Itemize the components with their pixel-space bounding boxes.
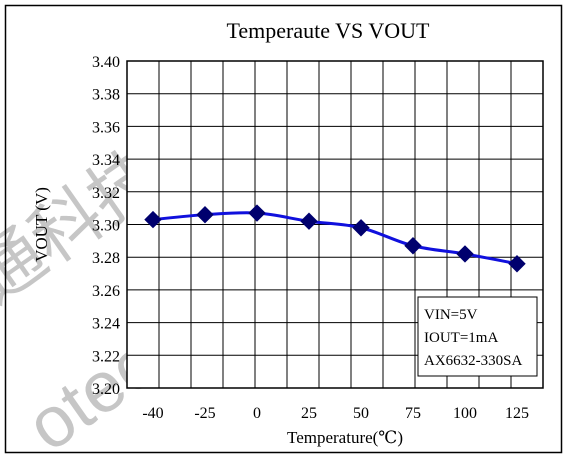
y-tick-label: 3.32 <box>92 185 120 202</box>
x-tick-label: 0 <box>253 405 261 422</box>
y-tick-label: 3.40 <box>92 54 120 71</box>
y-tick-label: 3.36 <box>92 119 120 136</box>
y-tick-labels: 3.40 3.38 3.36 3.34 3.32 3.30 3.28 3.26 3.24 3.22… <box>92 54 120 398</box>
legend-box: VIN=5V IOUT=1mA AX6632-330SA <box>417 296 538 377</box>
y-tick-label: 3.30 <box>92 218 120 235</box>
data-point-marker <box>196 205 214 224</box>
x-tick-label: 25 <box>301 405 317 422</box>
data-point-marker <box>508 255 526 273</box>
data-point-marker <box>404 237 422 255</box>
x-tick-label: -40 <box>142 405 163 422</box>
x-axis-title: Temperature(℃) <box>287 428 403 447</box>
legend-line-vin: VIN=5V <box>424 307 478 323</box>
data-point-marker <box>456 245 474 263</box>
y-tick-label: 3.38 <box>92 87 120 104</box>
x-tick-label: 125 <box>505 405 529 422</box>
y-tick-label: 3.24 <box>92 316 120 333</box>
legend-line-iout: IOUT=1mA <box>424 330 498 346</box>
y-tick-label: 3.22 <box>92 348 120 365</box>
chart-title: Temperaute VS VOUT <box>227 18 431 43</box>
y-tick-label: 3.26 <box>92 283 120 300</box>
x-tick-labels: -40 -25 0 25 50 75 100 125 <box>142 405 529 422</box>
y-tick-label: 3.28 <box>92 250 120 267</box>
legend-line-part-number: AX6632-330SA <box>424 353 523 369</box>
x-tick-label: -25 <box>194 405 215 422</box>
data-point-marker <box>144 210 162 229</box>
y-axis-title: VOUT (V) <box>32 187 51 262</box>
y-tick-label: 3.34 <box>92 152 120 169</box>
data-point-marker <box>300 212 318 230</box>
plot-border <box>126 60 544 389</box>
x-tick-label: 50 <box>353 405 369 422</box>
series-group <box>144 204 526 273</box>
legend-border <box>417 296 538 377</box>
data-point-marker <box>248 204 266 222</box>
x-tick-label: 100 <box>453 405 477 422</box>
y-tick-label: 3.20 <box>92 381 120 398</box>
x-tick-label: 75 <box>405 405 421 422</box>
data-point-marker <box>352 219 370 237</box>
